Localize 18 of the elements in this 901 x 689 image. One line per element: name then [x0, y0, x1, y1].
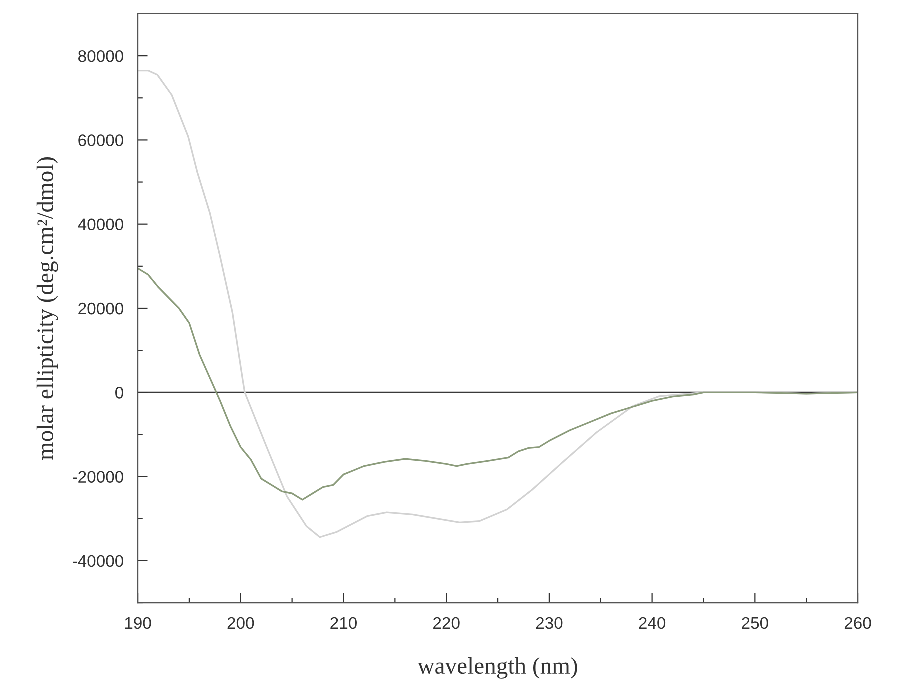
y-tick-label: -40000: [72, 555, 124, 568]
y-tick-label: 40000: [78, 218, 124, 231]
x-tick-label: 210: [330, 617, 357, 630]
y-tick-label: 60000: [78, 134, 124, 146]
x-tick-label: 250: [742, 617, 768, 630]
x-tick-label: 190: [125, 617, 152, 630]
x-tick-label: 200: [228, 617, 254, 630]
y-tick-label: -20000: [72, 471, 124, 483]
y-tick-label: 80000: [78, 50, 124, 62]
y-axis-title: molar ellipticity (deg.cm²/dmol): [36, 157, 58, 460]
x-tick-label: 260: [844, 617, 872, 630]
x-tick-label: 240: [639, 617, 666, 630]
y-tick-label: 0: [116, 387, 124, 399]
line-series: [138, 268, 858, 501]
x-axis-title: wavelength (nm): [418, 657, 578, 679]
x-tick-label: 230: [536, 617, 563, 630]
y-tick-label: 20000: [78, 302, 124, 315]
x-tick-label: 220: [434, 617, 460, 630]
